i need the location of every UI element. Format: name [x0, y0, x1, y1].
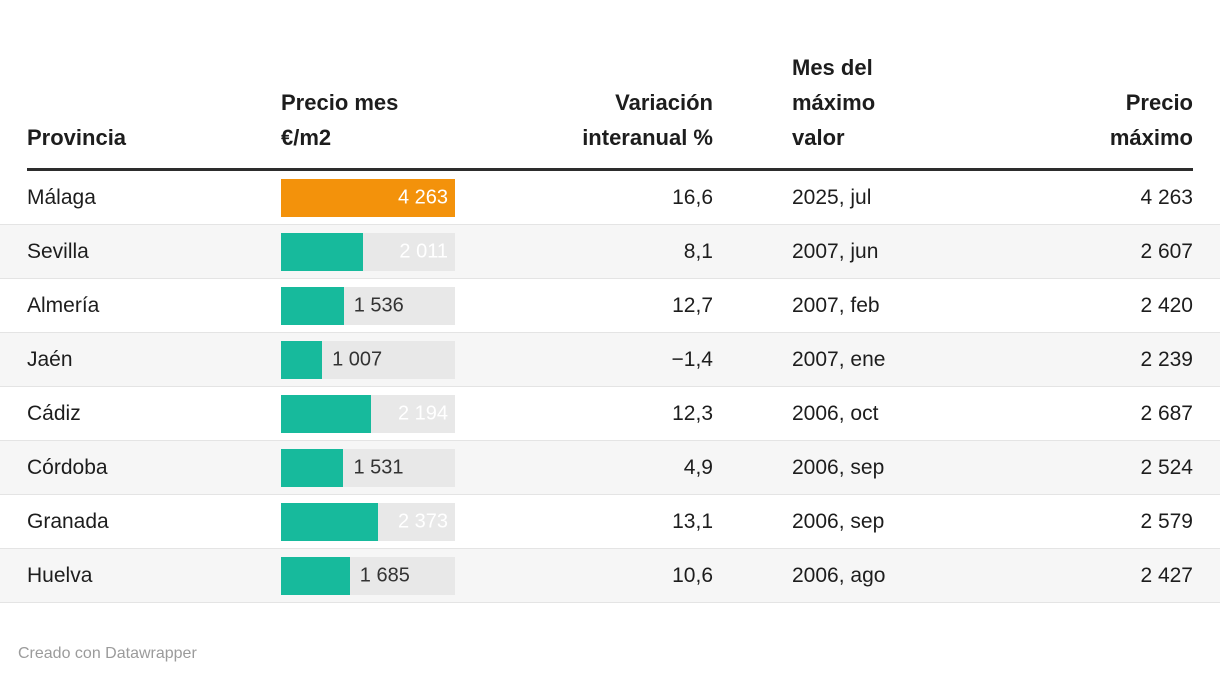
bar-value-label: 1 007	[332, 348, 383, 370]
column-header-variacion-interanual: Variación interanual %	[582, 90, 713, 150]
cell-precio-mes: 4 263	[281, 178, 455, 217]
column-header-mes-maximo: Mes del máximo valor	[792, 55, 876, 150]
table-row: Almería 1 536 12,7 2007, feb 2 420	[0, 279, 1220, 333]
bar-value-label: 2 373	[397, 510, 448, 532]
cell-precio-maximo: 2 427	[1140, 563, 1193, 587]
bar-track: 2 373	[281, 502, 455, 541]
attribution: Creado con Datawrapper	[0, 603, 1220, 663]
cell-variacion-interanual: 16,6	[672, 185, 713, 209]
cell-variacion-interanual: 4,9	[683, 455, 713, 479]
bar-fill	[281, 502, 378, 541]
bar-fill	[281, 178, 455, 217]
table-body: Málaga 4 263 16,6 2025, jul 4 263 Sevill…	[0, 171, 1220, 603]
cell-precio-maximo: 2 524	[1140, 455, 1193, 479]
cell-provincia: Córdoba	[27, 455, 108, 479]
cell-precio-mes: 2 373	[281, 502, 455, 541]
cell-precio-mes: 1 531	[281, 448, 455, 487]
cell-mes-maximo: 2006, oct	[792, 401, 879, 425]
bar-track: 4 263	[281, 178, 455, 217]
cell-variacion-interanual: 8,1	[683, 239, 713, 263]
cell-mes-maximo: 2006, sep	[792, 455, 885, 479]
cell-precio-mes: 1 007	[281, 340, 455, 379]
cell-provincia: Cádiz	[27, 401, 81, 425]
cell-precio-maximo: 2 239	[1140, 347, 1193, 371]
bar-fill	[281, 556, 350, 595]
table-row: Jaén 1 007 −1,4 2007, ene 2 239	[0, 333, 1220, 387]
bar-track: 2 194	[281, 394, 455, 433]
cell-provincia: Huelva	[27, 563, 93, 587]
bar-track: 1 531	[281, 448, 455, 487]
cell-mes-maximo: 2006, sep	[792, 509, 885, 533]
cell-variacion-interanual: 12,7	[672, 293, 713, 317]
column-header-provincia: Provincia	[27, 125, 127, 150]
cell-precio-maximo: 4 263	[1140, 185, 1193, 209]
bar-fill	[281, 340, 323, 379]
bar-fill	[281, 394, 371, 433]
bar-track: 1 536	[281, 286, 455, 325]
bar-value-label: 1 536	[353, 294, 404, 316]
cell-provincia: Almería	[27, 293, 100, 317]
table-row: Málaga 4 263 16,6 2025, jul 4 263	[0, 171, 1220, 225]
bar-value-label: 4 263	[397, 186, 448, 208]
bar-value-label: 2 194	[397, 402, 448, 424]
cell-provincia: Sevilla	[27, 239, 89, 263]
column-header-precio-maximo: Precio máximo	[1109, 90, 1193, 150]
bar-value-label: 2 011	[399, 240, 448, 262]
cell-precio-mes: 1 685	[281, 556, 455, 595]
cell-provincia: Málaga	[27, 185, 96, 209]
cell-precio-mes: 2 011	[281, 232, 455, 271]
datawrapper-credit-link[interactable]: Creado con Datawrapper	[18, 645, 197, 662]
cell-precio-mes: 2 194	[281, 394, 455, 433]
cell-precio-maximo: 2 687	[1140, 401, 1193, 425]
cell-variacion-interanual: −1,4	[671, 347, 713, 371]
bar-track: 1 685	[281, 556, 455, 595]
cell-precio-mes: 1 536	[281, 286, 455, 325]
bar-track: 1 007	[281, 340, 455, 379]
bar-fill	[281, 448, 344, 487]
bar-track: 2 011	[281, 232, 455, 271]
cell-provincia: Jaén	[27, 347, 73, 371]
bar-fill	[281, 232, 364, 271]
table-row: Granada 2 373 13,1 2006, sep 2 579	[0, 495, 1220, 549]
bar-value-label: 1 685	[359, 564, 410, 586]
cell-variacion-interanual: 12,3	[672, 401, 713, 425]
cell-precio-maximo: 2 607	[1140, 239, 1193, 263]
cell-precio-maximo: 2 420	[1140, 293, 1193, 317]
table-row: Sevilla 2 011 8,1 2007, jun 2 607	[0, 225, 1220, 279]
cell-precio-maximo: 2 579	[1140, 509, 1193, 533]
cell-mes-maximo: 2025, jul	[792, 185, 872, 209]
table-row: Córdoba 1 531 4,9 2006, sep 2 524	[0, 441, 1220, 495]
cell-provincia: Granada	[27, 509, 109, 533]
table-row: Huelva 1 685 10,6 2006, ago 2 427	[0, 549, 1220, 603]
bar-value-label: 1 531	[353, 456, 404, 478]
bar-fill	[281, 286, 344, 325]
table-header: Provincia Precio mes €/m2 Variación inte…	[27, 0, 1193, 171]
cell-mes-maximo: 2007, feb	[792, 293, 880, 317]
column-header-precio-mes: Precio mes €/m2	[281, 90, 399, 150]
cell-variacion-interanual: 13,1	[672, 509, 713, 533]
cell-mes-maximo: 2006, ago	[792, 563, 886, 587]
cell-variacion-interanual: 10,6	[672, 563, 713, 587]
table-row: Cádiz 2 194 12,3 2006, oct 2 687	[0, 387, 1220, 441]
cell-mes-maximo: 2007, ene	[792, 347, 886, 371]
cell-mes-maximo: 2007, jun	[792, 239, 879, 263]
